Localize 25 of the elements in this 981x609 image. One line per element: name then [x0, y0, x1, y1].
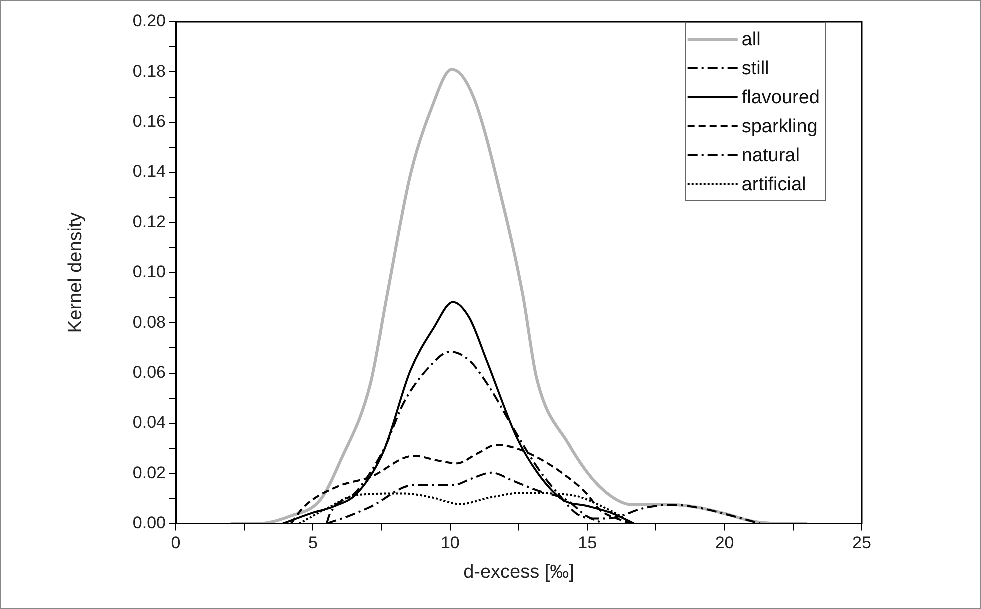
x-tick-label: 0 [171, 534, 181, 553]
y-tick-label: 0.06 [132, 362, 166, 382]
legend-label: all [742, 30, 761, 51]
y-axis-title: Kernel density [66, 212, 87, 334]
y-tick-label: 0.14 [132, 162, 166, 182]
y-tick-label: 0.04 [132, 413, 166, 432]
x-tick-label: 20 [715, 534, 734, 553]
y-tick-label: 0.18 [132, 62, 166, 81]
x-axis-title: d-excess [‰] [464, 562, 574, 583]
y-tick-label: 0.16 [132, 112, 166, 132]
legend-label: artificial [742, 174, 806, 196]
y-tick-label: 0.12 [132, 212, 166, 232]
x-tick-label: 10 [440, 534, 460, 553]
legend-label: still [742, 58, 770, 80]
x-tick-label: 15 [578, 534, 598, 553]
y-tick-label: 0.10 [132, 262, 166, 282]
y-tick-label: 0.08 [132, 312, 166, 332]
x-tick-label: 25 [852, 534, 872, 553]
x-tick-label: 5 [308, 534, 318, 553]
legend-label: sparkling [742, 116, 818, 138]
y-tick-label: 0.00 [132, 513, 166, 532]
y-tick-label: 0.02 [132, 463, 166, 482]
legend-label: natural [742, 146, 800, 167]
legend-label: flavoured [742, 88, 820, 109]
y-tick-label: 0.20 [132, 12, 166, 31]
